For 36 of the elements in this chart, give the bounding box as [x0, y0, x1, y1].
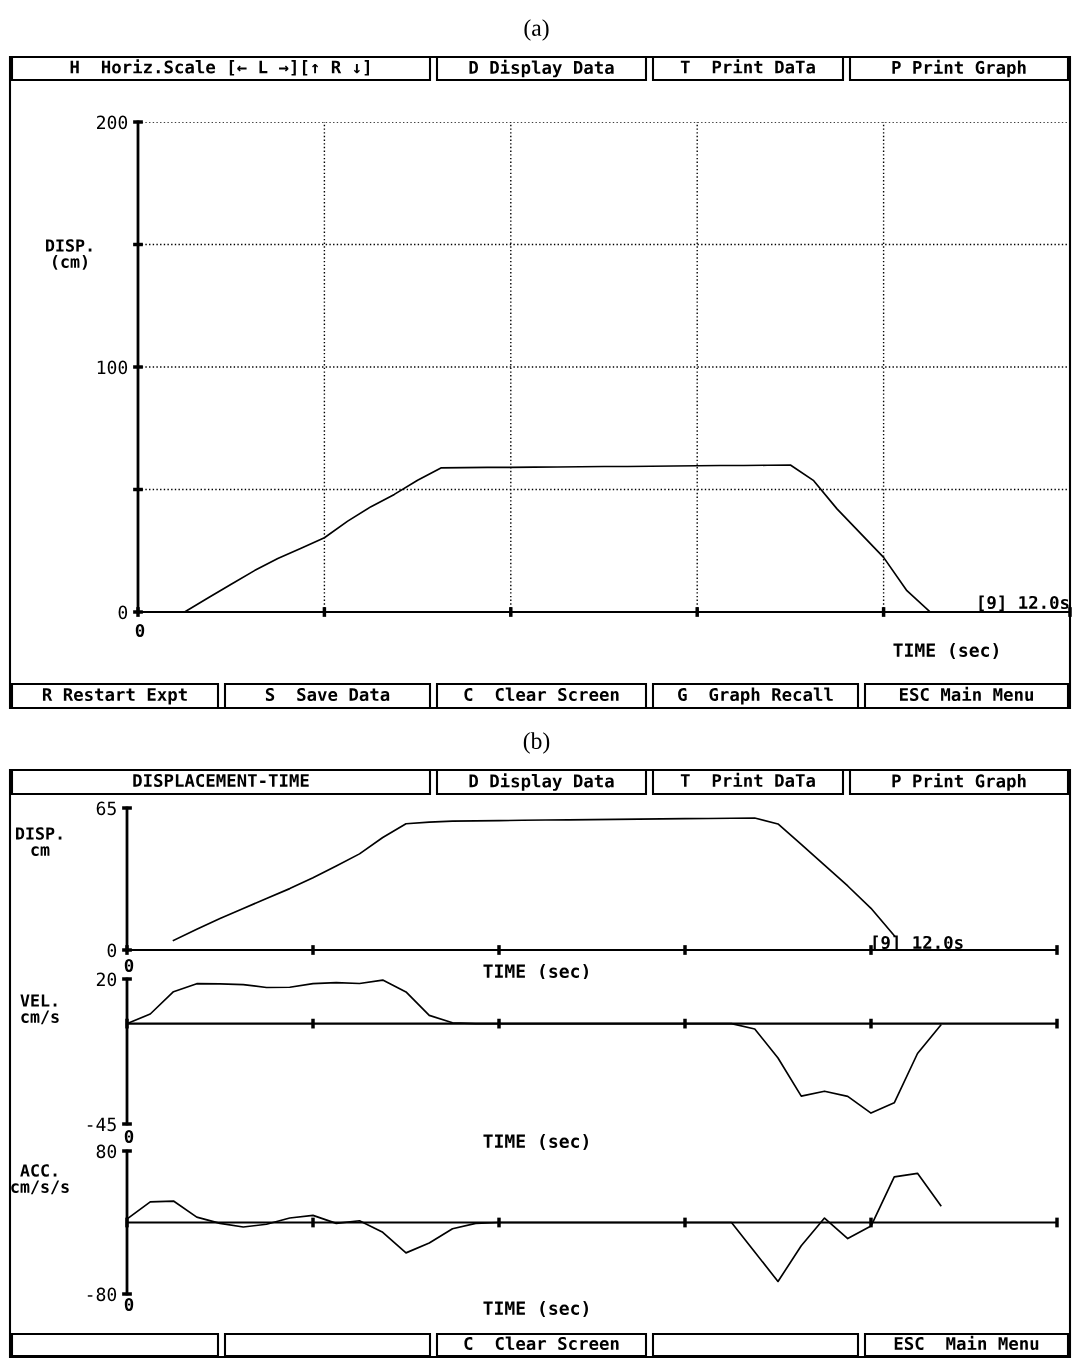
text: DISPLACEMENT-TIME — [133, 773, 309, 788]
y-tick-label: 80 — [96, 1144, 117, 1159]
chart-title: (b) — [523, 732, 550, 754]
text: C Clear Screen — [464, 1336, 619, 1351]
y-tick-label: 0 — [107, 943, 117, 958]
y-tick-label: -80 — [87, 1287, 117, 1302]
text: T Print DaTa — [680, 59, 815, 74]
text: P Print Graph — [892, 59, 1026, 78]
y-tick-label: -45 — [87, 1117, 116, 1132]
x-axis-title: TIME (sec) — [893, 643, 998, 660]
y-axis-title: ACC. cm/s/s — [11, 1164, 69, 1195]
y-axis-title: VEL. cm/s — [20, 994, 59, 1025]
x-axis-title: TIME (sec) — [483, 964, 588, 981]
y-tick-label: 20 — [96, 972, 117, 987]
y-axis-title: DISP. (cm) — [46, 239, 92, 270]
y-tick-label: 200 — [97, 115, 128, 130]
text: ESC Main Menu — [894, 1335, 1039, 1351]
text: G Graph Recall — [678, 687, 833, 705]
x-axis-title: TIME (sec) — [483, 1301, 588, 1318]
y-tick-label: 100 — [97, 360, 128, 375]
text: D Display Data — [469, 59, 614, 78]
text: P Print Graph — [892, 773, 1026, 791]
text: ESC Main Menu — [899, 686, 1033, 702]
chart-title: (a) — [524, 19, 549, 41]
y-tick-label: 0 — [118, 605, 128, 620]
text: C Clear Screen — [464, 687, 619, 702]
text: R Restart Expt — [42, 688, 187, 705]
y-tick-label: 65 — [96, 801, 116, 816]
text: 0 — [135, 623, 145, 638]
y-axis-title: DISP. cm — [16, 827, 62, 856]
text: H Horiz.Scale [← L →][↑ R ↓] — [70, 59, 369, 76]
x-axis-title: TIME (sec) — [483, 1134, 588, 1151]
text: T Print DaTa — [680, 772, 815, 788]
text: S Save Data — [265, 687, 390, 702]
annotation: [9] 12.0s — [979, 595, 1069, 612]
text: D Display Data — [469, 773, 614, 791]
